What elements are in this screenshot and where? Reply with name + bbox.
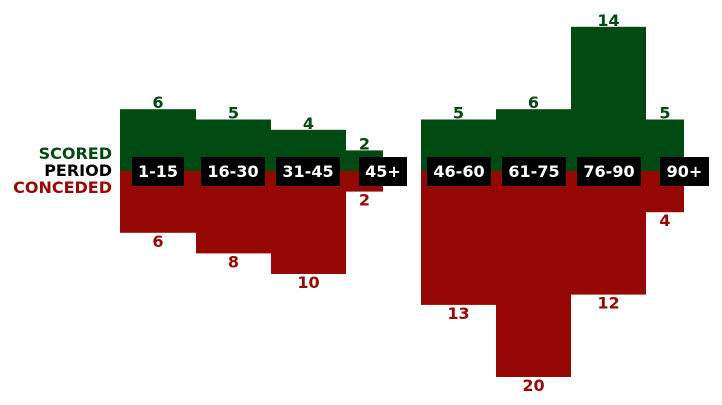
conceded-value-label-45+: 2: [359, 191, 370, 210]
scored-value-label-1-15: 6: [152, 93, 163, 112]
period-label-76-90: 76-90: [583, 162, 634, 181]
conceded-value-label-61-75: 20: [522, 376, 544, 395]
period-label-1-15: 1-15: [138, 162, 178, 181]
conceded-value-label-31-45: 10: [297, 273, 319, 292]
conceded-bar-61-75: [496, 171, 571, 377]
period-row-label: PERIOD: [44, 161, 112, 180]
scored-value-label-46-60: 5: [453, 104, 464, 123]
scored-value-label-76-90: 14: [597, 11, 619, 30]
conceded-value-label-46-60: 13: [447, 304, 469, 323]
scored-value-label-16-30: 5: [228, 104, 239, 123]
period-label-16-30: 16-30: [207, 162, 258, 181]
period-box-61-75: [502, 157, 566, 186]
period-label-90+: 90+: [667, 162, 703, 181]
scored-value-label-31-45: 4: [303, 114, 314, 133]
period-box-45+: [359, 157, 407, 186]
period-box-46-60: [427, 157, 491, 186]
period-box-1-15: [132, 157, 184, 186]
period-label-31-45: 31-45: [282, 162, 333, 181]
period-label-45+: 45+: [365, 162, 401, 181]
conceded-bar-76-90: [571, 171, 646, 295]
period-box-90+: [660, 157, 709, 186]
conceded-value-label-76-90: 12: [597, 294, 619, 313]
period-label-61-75: 61-75: [508, 162, 559, 181]
period-box-31-45: [276, 157, 340, 186]
conceded-value-label-16-30: 8: [228, 252, 239, 271]
period-box-76-90: [577, 157, 641, 186]
scored-value-label-45+: 2: [359, 134, 370, 153]
conceded-bar-31-45: [271, 171, 346, 274]
conceded-value-label-90+: 4: [659, 211, 670, 230]
conceded-bar-46-60: [421, 171, 496, 305]
scored-row-label: SCORED: [38, 144, 112, 163]
conceded-row-label: CONCEDED: [13, 178, 112, 197]
scored-value-label-90+: 5: [659, 104, 670, 123]
scored-value-label-61-75: 6: [528, 93, 539, 112]
conceded-value-label-1-15: 6: [152, 232, 163, 251]
period-label-46-60: 46-60: [433, 162, 484, 181]
scored-bar-76-90: [571, 26, 646, 171]
period-box-16-30: [201, 157, 265, 186]
